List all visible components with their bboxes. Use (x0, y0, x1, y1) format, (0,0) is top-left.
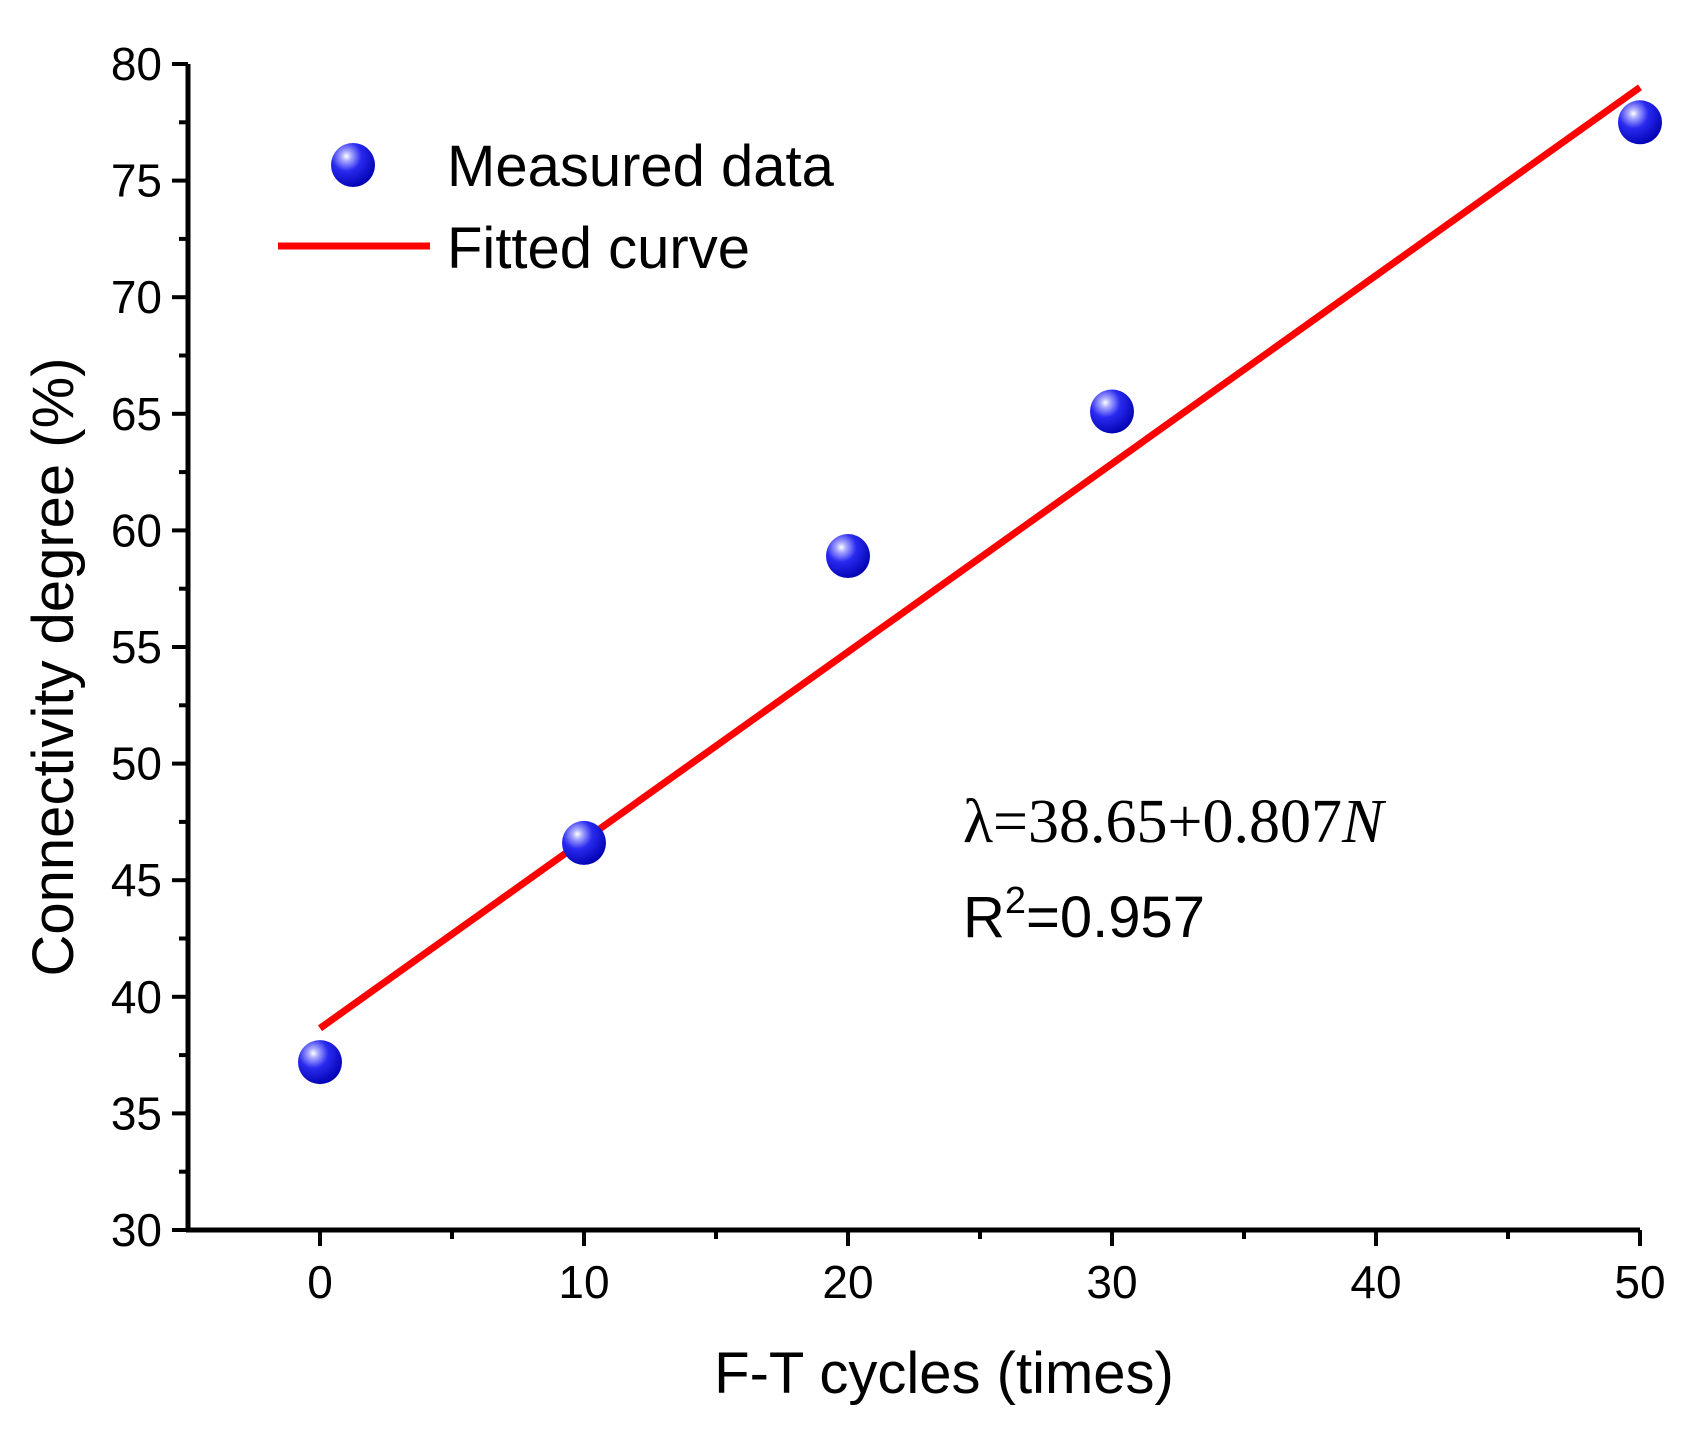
y-tick-label: 35 (111, 1087, 162, 1139)
y-tick-label: 50 (111, 738, 162, 790)
legend: Measured data Fitted curve (278, 134, 835, 281)
y-tick-label: 30 (111, 1204, 162, 1256)
x-tick-label: 40 (1350, 1256, 1401, 1308)
x-tick-label: 0 (307, 1256, 333, 1308)
data-point (1618, 100, 1662, 145)
y-tick-label: 65 (111, 388, 162, 440)
fitted-line-layer (317, 84, 1643, 1032)
data-points (298, 100, 1662, 1085)
y-tick-label: 45 (111, 854, 162, 906)
x-axis-title: F-T cycles (times) (714, 1341, 1174, 1406)
y-tick-label: 40 (111, 971, 162, 1023)
equation-annotation: λ=38.65+0.807N (963, 788, 1387, 856)
y-tick-label: 75 (111, 155, 162, 207)
legend-label-measured: Measured data (447, 134, 835, 199)
axes-ticks: 30 35 40 45 50 55 60 65 70 75 80 0 10 20 30 40 50 (111, 38, 1666, 1308)
y-tick-label: 70 (111, 271, 162, 323)
data-point (1090, 389, 1134, 434)
x-tick-label: 30 (1086, 1256, 1137, 1308)
legend-marker-measured (331, 143, 375, 187)
legend-label-fitted: Fitted curve (447, 216, 750, 281)
x-tick-label: 50 (1614, 1256, 1665, 1308)
x-tick-label: 10 (558, 1256, 609, 1308)
data-point (826, 534, 870, 579)
r-squared-annotation: R2=0.957 (963, 880, 1205, 950)
y-tick-label: 80 (111, 38, 162, 90)
data-point (298, 1040, 342, 1085)
data-point (562, 820, 606, 865)
y-axis-title: Connectivity degree (%) (21, 358, 86, 977)
axes (185, 64, 1640, 1233)
x-tick-label: 20 (822, 1256, 873, 1308)
fitted-curve-line (317, 84, 1643, 1032)
y-tick-label: 60 (111, 504, 162, 556)
y-tick-label: 55 (111, 621, 162, 673)
